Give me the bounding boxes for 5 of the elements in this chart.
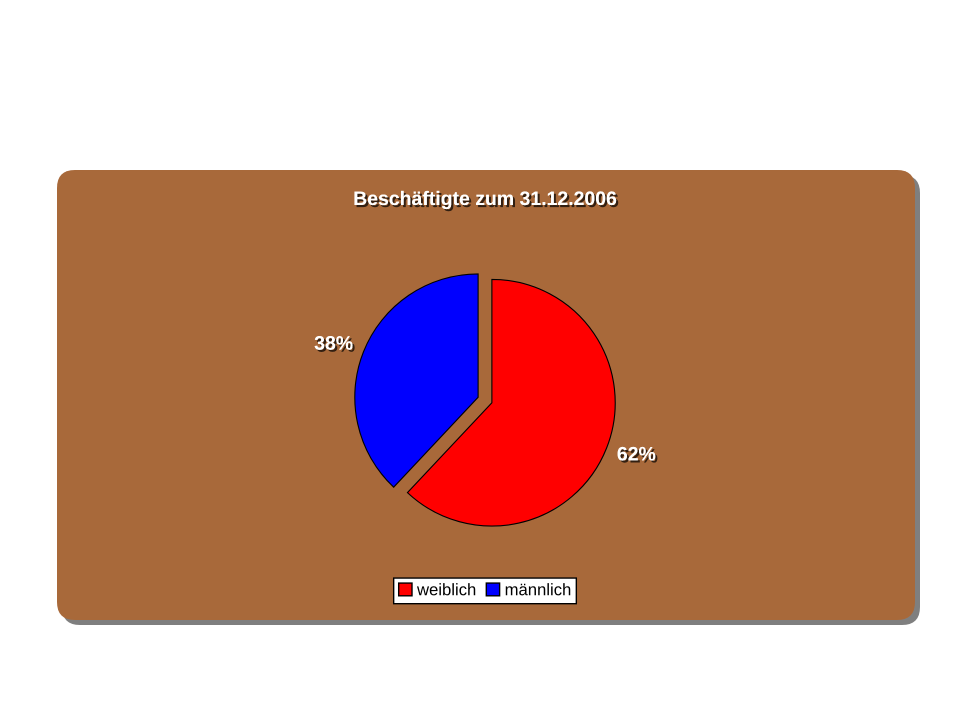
- data-label: 38%: [314, 336, 355, 352]
- legend-label: männlich: [506, 583, 570, 596]
- legend-label: weiblich: [416, 583, 476, 596]
- data-label: 62%: [618, 446, 658, 463]
- chart-title: Beschäftigte zum 31.12.2006: [354, 190, 618, 212]
